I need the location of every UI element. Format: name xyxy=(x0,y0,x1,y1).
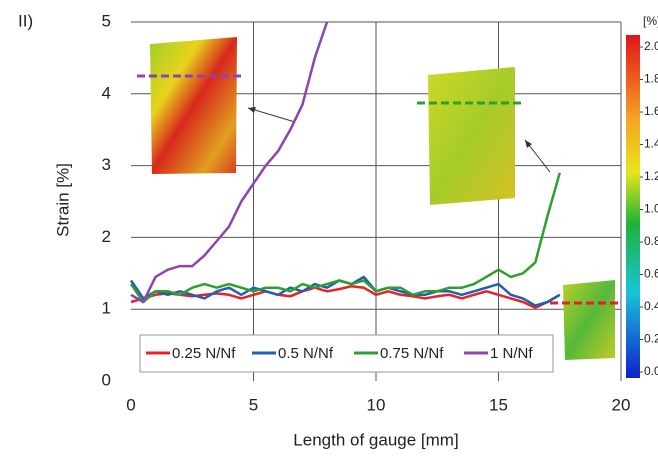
y-tick-label: 5 xyxy=(102,11,111,30)
legend: 0.25 N/Nf 0.5 N/Nf 0.75 N/Nf 1 N/Nf xyxy=(139,334,554,373)
colorbar-tick-label: 0.8 xyxy=(644,234,658,248)
inset-image xyxy=(563,280,615,360)
series-line xyxy=(130,21,329,304)
legend-label: 0.5 N/Nf xyxy=(278,345,334,362)
x-tick-label: 0 xyxy=(126,395,135,414)
inset-image xyxy=(428,67,515,205)
x-tick-label: 20 xyxy=(612,395,631,414)
legend-label: 0.75 N/Nf xyxy=(380,345,444,362)
x-tick-label: 15 xyxy=(489,395,508,414)
insets xyxy=(137,37,622,360)
colorbar-label: [%] xyxy=(643,14,658,28)
inset-image xyxy=(150,37,237,174)
legend-label: 1 N/Nf xyxy=(490,345,533,362)
y-tick-label: 4 xyxy=(102,83,111,102)
colorbar-tick-label: 1.2 xyxy=(644,169,658,183)
colorbar-tick-label: 1.0 xyxy=(644,202,658,216)
arrowhead xyxy=(248,107,256,113)
series-line xyxy=(129,172,562,304)
lines xyxy=(129,21,562,310)
x-axis-label: Length of gauge [mm] xyxy=(293,430,458,449)
y-tick-label: 3 xyxy=(102,155,111,174)
colorbar-tick-label: 0.0 xyxy=(644,364,658,378)
x-tick-label: 5 xyxy=(249,395,258,414)
series-line xyxy=(130,284,561,310)
colorbar-tick-label: 0.2 xyxy=(644,332,658,346)
colorbar-tick-label: 0.6 xyxy=(644,267,658,281)
colorbar-tick-label: 0.4 xyxy=(644,299,658,313)
arrowhead xyxy=(525,140,532,148)
y-tick-label: 0 xyxy=(102,370,111,389)
y-tick-label: 1 xyxy=(102,299,111,318)
y-tick-label: 2 xyxy=(102,227,111,246)
colorbar-tick-label: 2.0 xyxy=(644,39,658,53)
y-axis-label: Strain [%] xyxy=(53,163,72,237)
colorbar: [%] 2.0 1.8 1.6 1.4 1.2 1.0 0.8 0.6 0.4 0.2 0.0 xyxy=(626,14,658,378)
legend-label: 0.25 N/Nf xyxy=(172,345,236,362)
colorbar-tick-label: 1.8 xyxy=(644,72,658,86)
colorbar-tick-label: 1.4 xyxy=(644,137,658,151)
colorbar-tick-label: 1.6 xyxy=(644,104,658,118)
colorbar-scale xyxy=(626,35,640,378)
panel-label: II) xyxy=(18,11,33,30)
arrow xyxy=(247,107,296,123)
x-tick-label: 10 xyxy=(367,395,386,414)
